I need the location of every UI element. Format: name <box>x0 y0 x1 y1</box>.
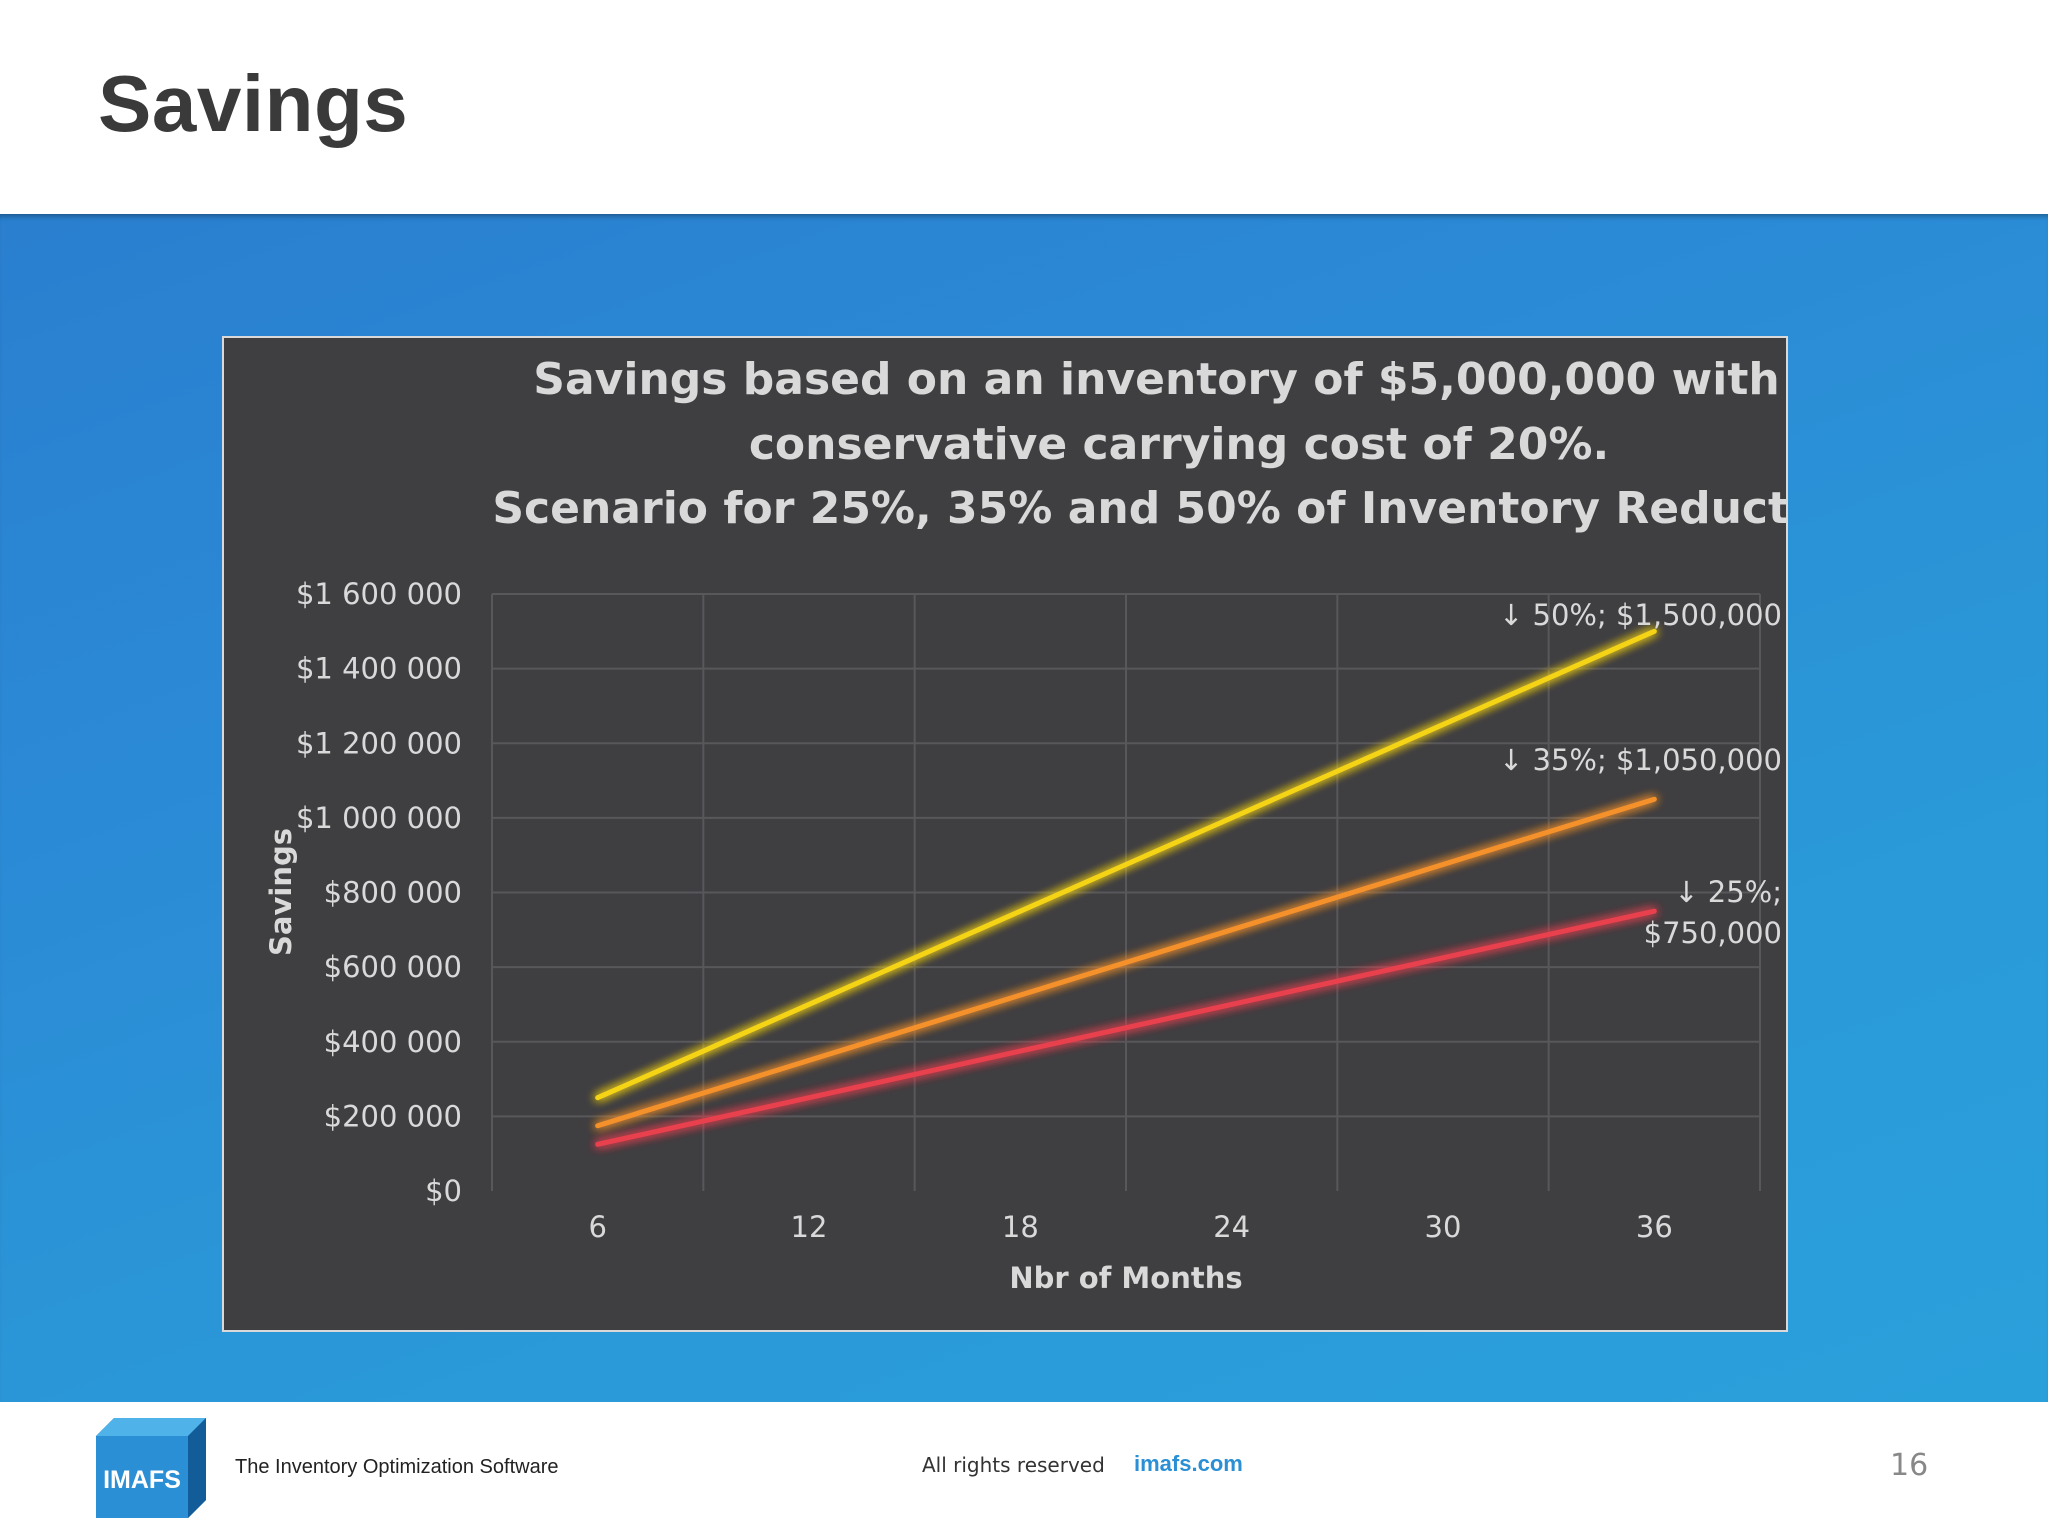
series-line-50pct <box>595 628 1657 1101</box>
page-number: 16 <box>1890 1448 1929 1483</box>
y-tick-label: $1 200 000 <box>296 726 462 760</box>
chart-title: Savings based on an inventory of $5,000,… <box>492 354 1786 534</box>
annotation-25pct: ↓ 25%; <box>1674 875 1782 909</box>
y-tick-label: $0 <box>425 1174 462 1208</box>
slide-header: Savings <box>0 0 2048 214</box>
y-tick-label: $800 000 <box>324 876 462 910</box>
y-tick-label: $600 000 <box>324 950 462 984</box>
y-tick-label: $200 000 <box>324 1099 462 1133</box>
website-link[interactable]: imafs.com <box>1134 1451 1243 1476</box>
x-tick-label: 30 <box>1425 1210 1462 1244</box>
y-tick-label: $1 600 000 <box>296 577 462 611</box>
series-line-25pct <box>595 908 1657 1147</box>
y-tick-label: $1 000 000 <box>296 801 462 835</box>
tagline: The Inventory Optimization Software <box>235 1456 559 1478</box>
logo-wordmark: IMAFS <box>103 1466 181 1494</box>
x-axis-title: Nbr of Months <box>1009 1261 1242 1295</box>
x-tick-label: 24 <box>1213 1210 1250 1244</box>
y-tick-label: $400 000 <box>324 1025 462 1059</box>
savings-line-chart: Savings based on an inventory of $5,000,… <box>264 354 1786 1295</box>
annotation-35pct: ↓ 35%; $1,050,000 <box>1499 743 1782 777</box>
chart-title-line: conservative carrying cost of 20%. <box>749 419 1609 470</box>
chart-title-line: Scenario for 25%, 35% and 50% of Invento… <box>492 483 1786 534</box>
chart-panel: Savings based on an inventory of $5,000,… <box>222 336 1788 1332</box>
chart-title-line: Savings based on an inventory of $5,000,… <box>533 354 1786 405</box>
x-axis-ticks: 6 12 18 24 30 36 <box>588 1210 1672 1244</box>
annotation-25pct: $750,000 <box>1644 916 1782 950</box>
x-tick-label: 6 <box>588 1210 606 1244</box>
y-axis-title: Savings <box>264 828 298 956</box>
x-tick-label: 12 <box>791 1210 828 1244</box>
page-title: Savings <box>98 59 409 148</box>
rights-text: All rights reserved <box>922 1453 1105 1477</box>
series-line-35pct <box>595 796 1657 1129</box>
x-tick-label: 18 <box>1002 1210 1039 1244</box>
y-tick-label: $1 400 000 <box>296 652 462 686</box>
slide-footer <box>0 1402 2048 1536</box>
imafs-logo: IMAFS <box>96 1418 206 1518</box>
chart-series <box>595 628 1657 1147</box>
y-axis-ticks: $0 $200 000 $400 000 $600 000 $800 000 $1 000… <box>296 577 462 1208</box>
series-annotations: ↓ 50%; $1,500,000 ↓ 35%; $1,050,000 ↓ 25%;… <box>1499 598 1782 950</box>
annotation-50pct: ↓ 50%; $1,500,000 <box>1499 598 1782 632</box>
chart-gridlines <box>491 593 1761 1191</box>
x-tick-label: 36 <box>1636 1210 1673 1244</box>
